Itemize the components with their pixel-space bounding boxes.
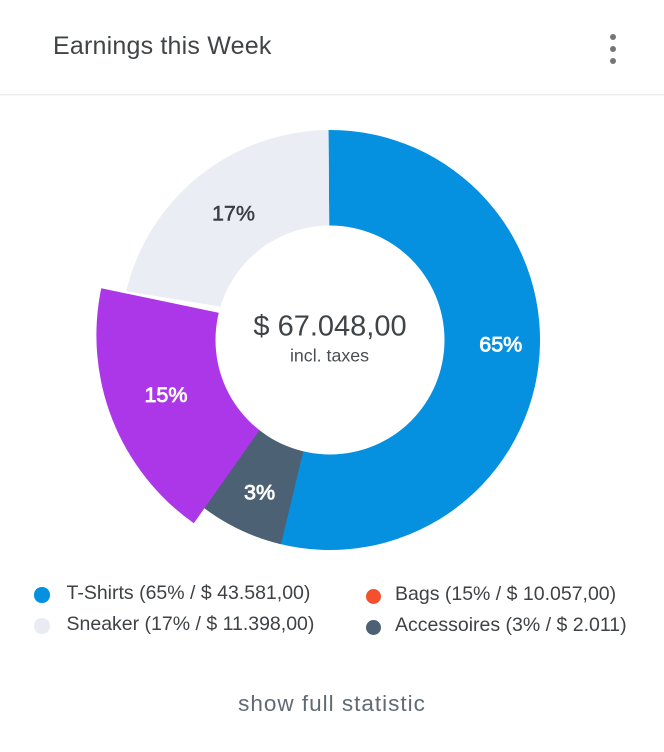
svg-text:3%: 3% xyxy=(244,481,275,505)
svg-text:15%: 15% xyxy=(144,383,187,407)
svg-text:incl. taxes: incl. taxes xyxy=(290,345,369,365)
svg-text:17%: 17% xyxy=(212,201,255,225)
svg-text:$ 67.048,00: $ 67.048,00 xyxy=(253,310,406,342)
svg-text:65%: 65% xyxy=(479,333,522,357)
